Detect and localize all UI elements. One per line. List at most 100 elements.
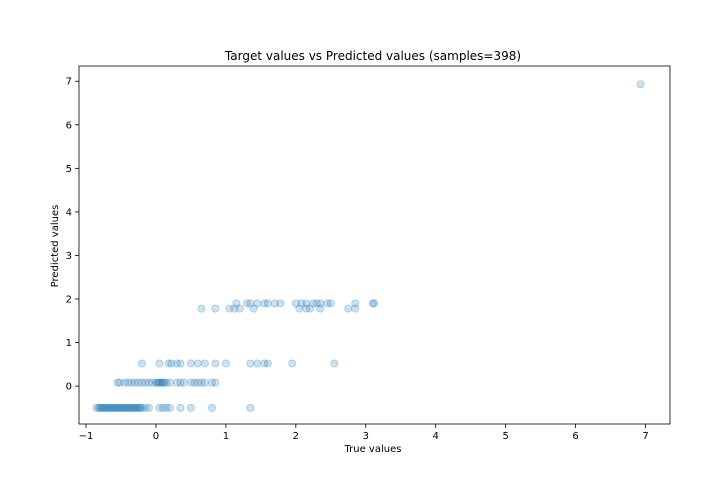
data-point	[172, 359, 181, 368]
data-point	[165, 378, 174, 387]
data-point	[130, 378, 139, 387]
data-point	[276, 299, 285, 308]
data-point	[111, 403, 120, 412]
data-point	[193, 359, 202, 368]
data-point	[95, 403, 104, 412]
data-point	[246, 299, 255, 308]
data-point	[302, 299, 311, 308]
data-point	[211, 359, 220, 368]
data-point	[242, 299, 251, 308]
data-point	[107, 403, 116, 412]
data-point	[144, 378, 153, 387]
data-point	[316, 299, 325, 308]
data-point	[126, 403, 135, 412]
data-point	[144, 403, 153, 412]
data-point	[136, 403, 145, 412]
data-point	[270, 299, 279, 308]
data-point	[172, 378, 181, 387]
data-point	[636, 80, 645, 89]
y-axis-label: Predicted values	[50, 205, 61, 288]
data-point	[125, 403, 134, 412]
x-tick-label: 1	[223, 431, 229, 442]
data-point	[151, 378, 160, 387]
data-point	[123, 403, 132, 412]
data-point	[305, 304, 314, 313]
data-point	[162, 378, 171, 387]
data-point	[176, 403, 185, 412]
data-point	[129, 403, 138, 412]
data-point	[141, 378, 150, 387]
data-point	[260, 359, 269, 368]
data-point	[211, 378, 220, 387]
data-point	[167, 359, 176, 368]
data-point	[158, 378, 167, 387]
data-point	[197, 378, 206, 387]
x-tick-label: 4	[433, 431, 439, 442]
data-point	[312, 299, 321, 308]
data-point	[207, 378, 216, 387]
x-tick-label: 0	[153, 431, 159, 442]
data-point	[288, 359, 297, 368]
data-point	[190, 378, 199, 387]
x-tick-label: 7	[642, 431, 648, 442]
y-tick-label: 6	[66, 120, 72, 131]
data-point	[249, 304, 258, 313]
data-point	[260, 299, 269, 308]
data-point	[101, 403, 110, 412]
data-point	[97, 403, 106, 412]
data-point	[115, 378, 124, 387]
data-point	[246, 359, 255, 368]
data-point	[176, 359, 185, 368]
data-point	[176, 378, 185, 387]
data-point	[164, 359, 173, 368]
data-point	[155, 403, 164, 412]
data-point	[118, 403, 127, 412]
data-point	[200, 359, 209, 368]
data-point	[309, 299, 318, 308]
chart-title: Target values vs Predicted values (sampl…	[224, 49, 521, 63]
data-point	[370, 299, 379, 308]
data-point	[291, 299, 300, 308]
plot-points	[92, 80, 645, 412]
data-point	[160, 378, 169, 387]
data-point	[165, 403, 174, 412]
x-tick-label: 2	[293, 431, 299, 442]
y-tick-label: 7	[66, 77, 72, 88]
data-point	[263, 359, 272, 368]
data-point	[102, 403, 111, 412]
data-point	[344, 304, 353, 313]
data-point	[137, 359, 146, 368]
x-tick-label: −1	[79, 431, 94, 442]
y-tick-label: 4	[66, 207, 72, 218]
data-point	[207, 403, 216, 412]
y-tick-label: 0	[66, 382, 72, 393]
data-point	[128, 403, 137, 412]
data-point	[193, 378, 202, 387]
data-point	[368, 299, 377, 308]
y-tick-label: 3	[66, 251, 72, 262]
data-point	[211, 304, 220, 313]
data-point	[230, 304, 239, 313]
data-point	[114, 403, 123, 412]
data-point	[115, 403, 124, 412]
data-point	[225, 304, 234, 313]
data-point	[197, 304, 206, 313]
data-point	[351, 304, 360, 313]
x-tick-label: 3	[363, 431, 369, 442]
data-point	[122, 403, 131, 412]
data-point	[179, 378, 188, 387]
data-point	[141, 403, 150, 412]
data-point	[154, 378, 163, 387]
data-point	[135, 403, 144, 412]
data-point	[133, 403, 142, 412]
data-point	[186, 359, 195, 368]
data-point	[100, 403, 109, 412]
data-point	[153, 378, 162, 387]
data-point	[330, 359, 339, 368]
data-point	[108, 403, 117, 412]
data-point	[132, 403, 141, 412]
data-point	[148, 378, 157, 387]
data-point	[113, 378, 122, 387]
data-point	[253, 299, 262, 308]
data-point	[92, 403, 101, 412]
